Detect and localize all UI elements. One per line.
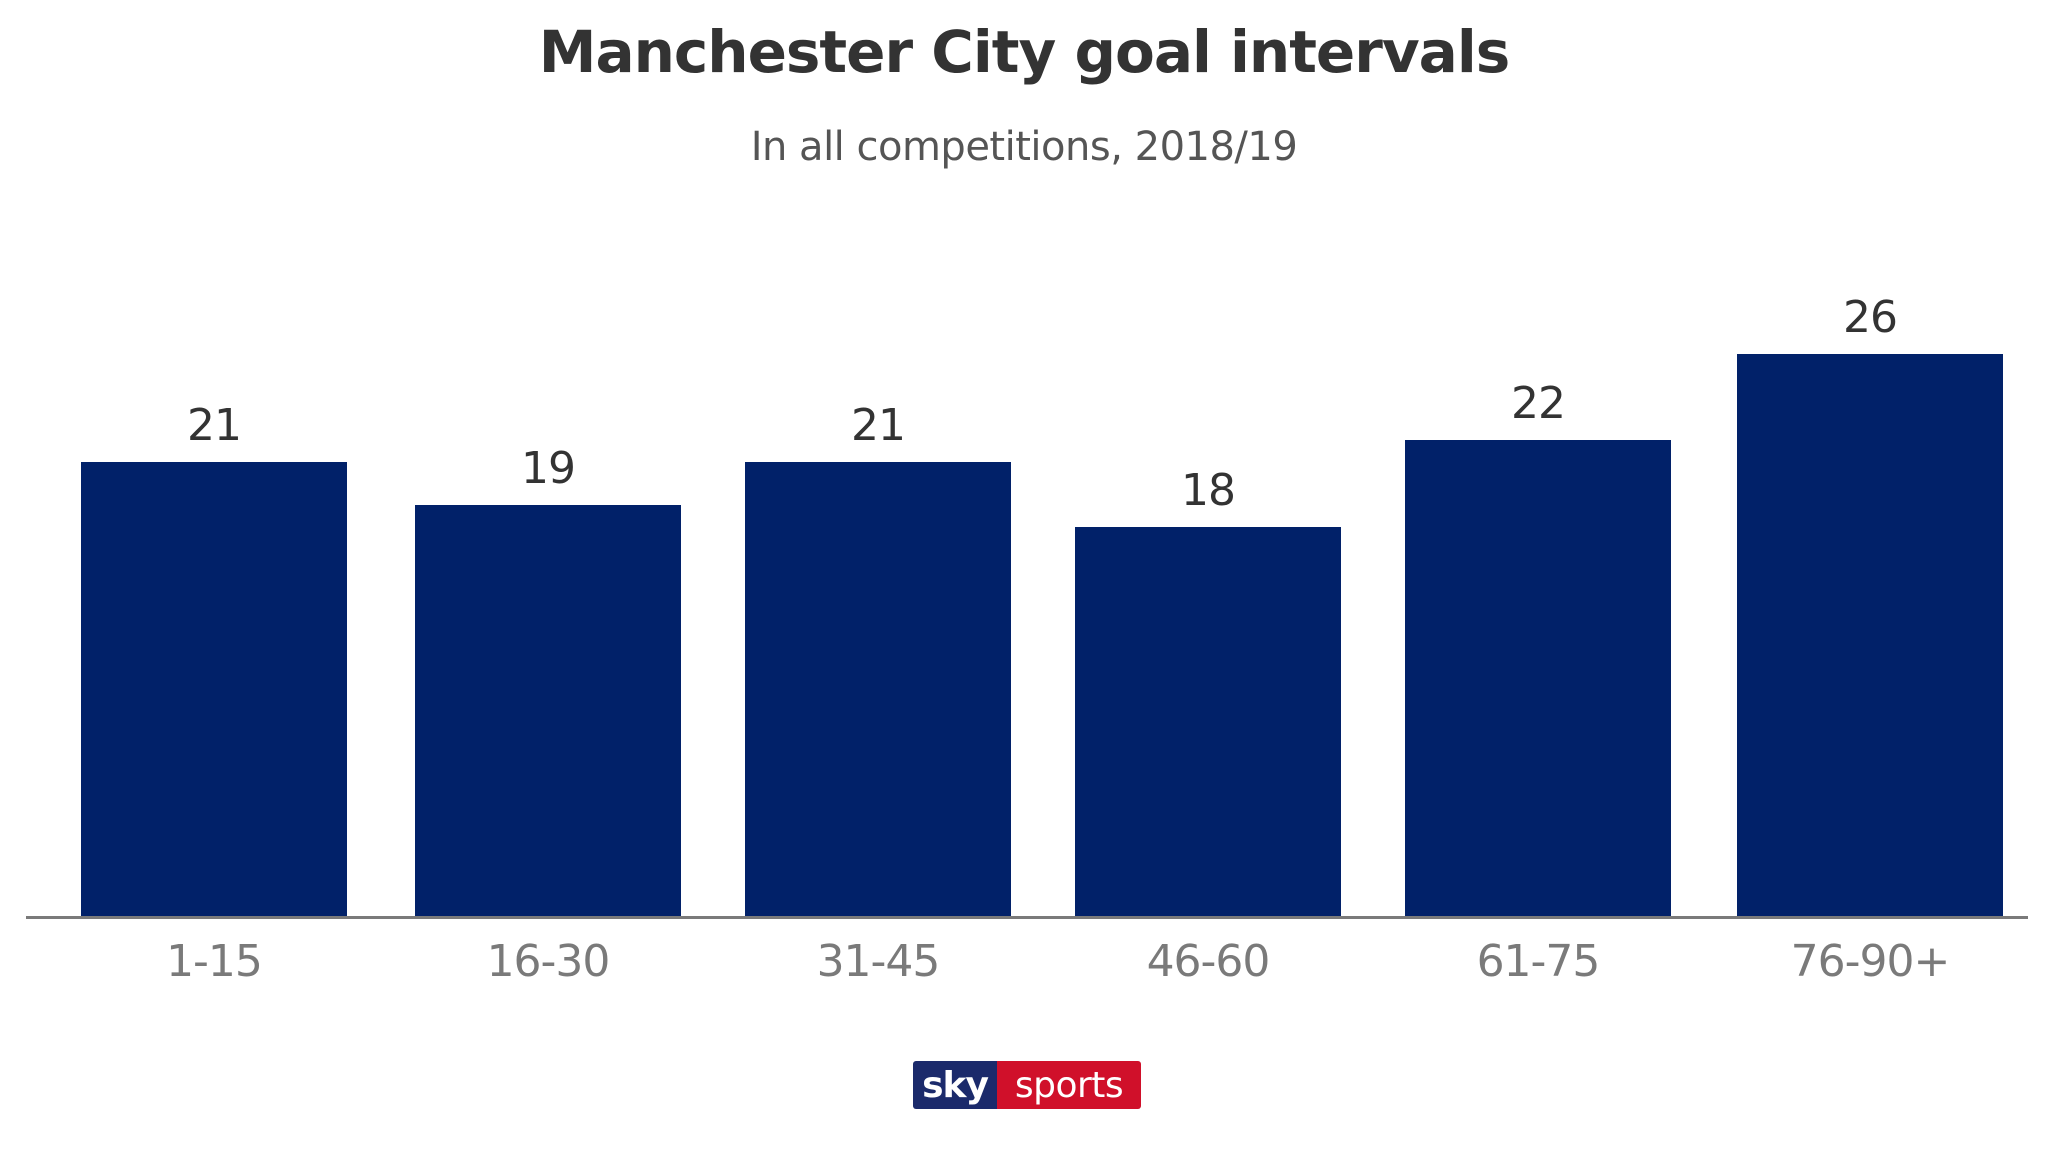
bar-value-46-60: 18	[1181, 464, 1236, 516]
bar-46-60	[1075, 526, 1341, 917]
sky-sports-logo: sky sports	[913, 1061, 1141, 1109]
category-label-16-30: 16-30	[486, 936, 611, 987]
bar-31-45	[745, 461, 1011, 917]
bar-61-75	[1405, 440, 1671, 917]
logo-sky-text: sky	[913, 1061, 997, 1109]
category-label-31-45: 31-45	[816, 936, 941, 987]
bar-value-16-30: 19	[521, 443, 576, 495]
chart-title: Manchester City goal intervals	[538, 18, 1510, 86]
category-label-1-15: 1-15	[166, 936, 263, 987]
logo-sports-text: sports	[997, 1061, 1141, 1109]
category-label-46-60: 46-60	[1146, 936, 1271, 987]
chart-subtitle: In all competitions, 2018/19	[750, 124, 1298, 170]
bar-value-1-15: 21	[187, 399, 242, 451]
bar-value-76-90-plus: 26	[1843, 291, 1898, 343]
bar-value-31-45: 21	[851, 399, 906, 451]
bar-76-90-plus	[1737, 353, 2003, 917]
category-label-61-75: 61-75	[1476, 936, 1601, 987]
bar-value-61-75: 22	[1511, 378, 1566, 430]
category-label-76-90-plus: 76-90+	[1790, 936, 1951, 987]
x-axis-line	[26, 916, 2028, 919]
bar-16-30	[415, 505, 681, 917]
bar-1-15	[81, 461, 347, 917]
